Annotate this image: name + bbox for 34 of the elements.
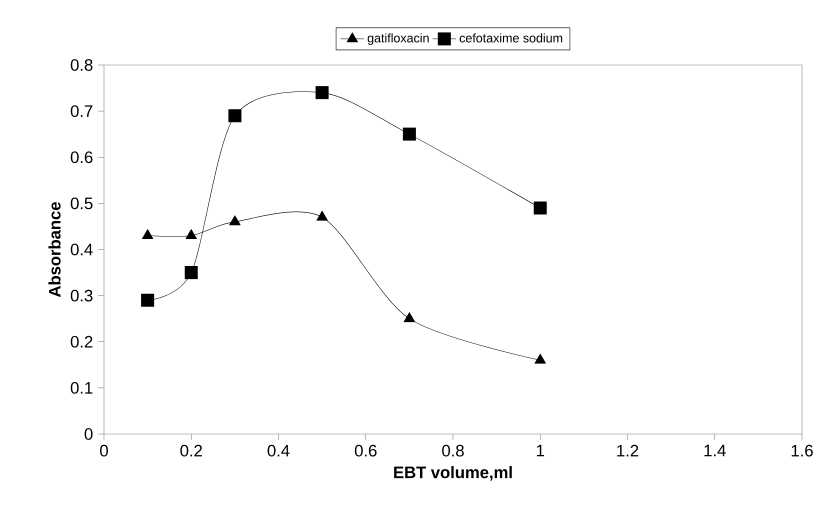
y-axis-title: Absorbance [48,202,61,298]
x-tick-label: 1.4 [704,444,726,456]
x-tick-label: 1 [536,444,544,456]
point [184,266,198,280]
y-tick-label: 0.3 [70,290,92,302]
x-tick-label: 0.8 [442,444,464,457]
x-tick-label: 0.4 [268,444,290,457]
point [228,109,242,122]
y-tick-label: 0.4 [70,244,93,256]
legend-label: gatifloxacin [368,33,429,45]
y-tick-label: 0 [84,428,93,440]
point [404,312,416,322]
x-tick-label: 0.2 [180,444,202,457]
point [141,294,154,307]
point [229,215,241,226]
point [534,354,546,364]
point [316,210,328,221]
y-tick-label: 0.1 [70,382,92,394]
point [402,128,416,141]
legend-label: cefotaxime sodium [460,33,562,42]
y-tick-label: 0.8 [70,59,92,71]
point [534,201,547,214]
x-tick-label: 1.6 [792,444,813,457]
x-tick-label: 0 [100,444,108,457]
y-tick-label: 0.7 [70,105,92,117]
point [142,229,154,240]
x-tick-label: 0.6 [354,444,377,457]
x-tick-label: 1.2 [617,444,638,456]
y-tick-label: 0.6 [70,151,92,164]
point [186,229,197,240]
point [316,86,329,100]
y-tick-label: 0.2 [70,336,92,348]
y-tick-label: 0.5 [70,198,92,210]
x-axis-title: EBT volume,ml [394,466,512,481]
